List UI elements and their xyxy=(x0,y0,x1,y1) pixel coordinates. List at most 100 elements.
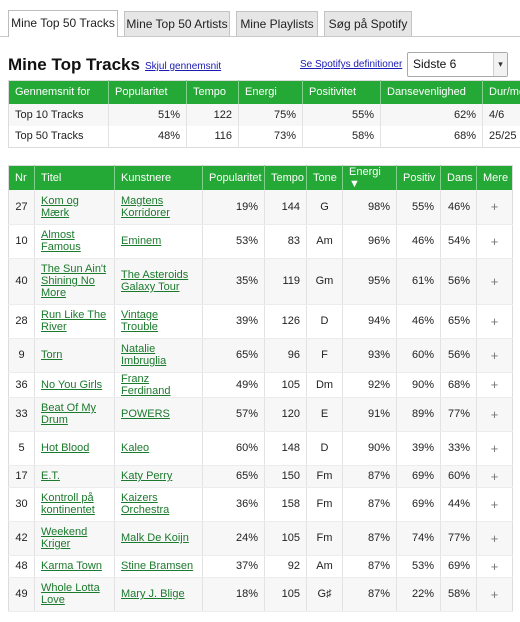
track-title-link[interactable]: Beat Of My Drum xyxy=(41,402,97,426)
track-danceability: 60% xyxy=(440,465,477,488)
more-plus-icon[interactable]: + xyxy=(476,224,513,259)
track-artist-link[interactable]: Vintage Trouble xyxy=(121,309,159,333)
page-header: Mine Top Tracks Skjul gennemsnit Se Spot… xyxy=(8,52,512,94)
track-title-link[interactable]: No You Girls xyxy=(41,378,103,391)
period-select[interactable]: Sidste 6 måneder ▾ xyxy=(407,52,508,94)
track-energy: 90% xyxy=(342,431,397,466)
track-danceability: 77% xyxy=(440,521,477,556)
tab-playlists[interactable]: Mine Playlists xyxy=(236,11,318,36)
track-energy: 87% xyxy=(342,521,397,556)
track-title-cell: Beat Of My Drum xyxy=(34,397,115,432)
track-title-link[interactable]: E.T. xyxy=(41,470,60,482)
more-plus-icon[interactable]: + xyxy=(476,487,513,522)
col-title[interactable]: Titel xyxy=(34,165,115,190)
avg-popularity: 51% xyxy=(108,103,187,126)
tab-search-spotify[interactable]: Søg på Spotify xyxy=(324,11,412,36)
col-danceability[interactable]: Dans xyxy=(440,165,477,190)
track-positivity: 74% xyxy=(396,521,441,556)
tab-top-50-tracks[interactable]: Mine Top 50 Tracks xyxy=(8,10,118,37)
track-artist-link[interactable]: Franz Ferdinand xyxy=(121,372,171,397)
col-energy-sorted[interactable]: Energi ▼ xyxy=(342,165,397,190)
track-title-link[interactable]: Karma Town xyxy=(41,560,102,572)
track-nr: 28 xyxy=(8,304,35,339)
track-title-link[interactable]: Almost Famous xyxy=(41,229,81,253)
more-plus-icon[interactable]: + xyxy=(476,397,513,432)
track-popularity: 24% xyxy=(202,521,265,556)
track-title-link[interactable]: Run Like The River xyxy=(41,309,107,333)
track-popularity: 36% xyxy=(202,487,265,522)
more-plus-icon[interactable]: + xyxy=(476,372,513,398)
more-plus-icon[interactable]: + xyxy=(476,465,513,488)
more-plus-icon[interactable]: + xyxy=(476,190,513,225)
track-artist-cell: Kaizers Orchestra xyxy=(114,487,203,522)
track-title-link[interactable]: Kontroll på kontinentet xyxy=(41,492,95,516)
track-artist-cell: Katy Perry xyxy=(114,465,203,488)
more-plus-icon[interactable]: + xyxy=(476,521,513,556)
col-tempo[interactable]: Tempo xyxy=(264,165,307,190)
track-artist-link[interactable]: POWERS xyxy=(121,408,170,420)
col-nr[interactable]: Nr xyxy=(8,165,35,190)
track-positivity: 22% xyxy=(396,577,441,612)
track-artist-link[interactable]: Mary J. Blige xyxy=(121,588,185,600)
more-plus-icon[interactable]: + xyxy=(476,338,513,373)
track-tempo: 148 xyxy=(264,431,307,466)
track-artist-link[interactable]: Natalie Imbruglia xyxy=(121,343,167,367)
track-artist-cell: Mary J. Blige xyxy=(114,577,203,612)
track-tempo: 105 xyxy=(264,521,307,556)
col-positivity[interactable]: Positiv xyxy=(396,165,441,190)
col-artists[interactable]: Kunstnere xyxy=(114,165,203,190)
more-plus-icon[interactable]: + xyxy=(476,431,513,466)
track-artist-link[interactable]: Kaleo xyxy=(121,442,150,454)
avg-energy: 73% xyxy=(238,125,303,148)
track-popularity: 57% xyxy=(202,397,265,432)
hide-averages-link[interactable]: Skjul gennemsnit xyxy=(145,61,222,72)
tracks-table: Nr Titel Kunstnere Popularitet Tempo Ton… xyxy=(8,165,513,612)
table-row: 5 Hot Blood Kaleo 60% 148 D 90% 39% 33% + xyxy=(8,431,513,466)
track-artist-cell: POWERS xyxy=(114,397,203,432)
table-row: 9 Torn Natalie Imbruglia 65% 96 F 93% 60% 56% + xyxy=(8,338,513,373)
more-plus-icon[interactable]: + xyxy=(476,304,513,339)
table-row: 17 E.T. Katy Perry 65% 150 Fm 87% 69% 60% + xyxy=(8,465,513,488)
table-row: 36 No You Girls Franz Ferdinand 49% 105 Dm 92%… xyxy=(8,372,513,398)
track-positivity: 69% xyxy=(396,487,441,522)
track-nr: 42 xyxy=(8,521,35,556)
track-energy: 98% xyxy=(342,190,397,225)
track-title-link[interactable]: Torn xyxy=(41,349,63,361)
spotify-definitions-link[interactable]: Se Spotifys definitioner xyxy=(300,59,403,70)
more-plus-icon[interactable]: + xyxy=(476,258,513,305)
col-key[interactable]: Tone xyxy=(306,165,343,190)
track-artist-link[interactable]: The Asteroids Galaxy Tour xyxy=(121,269,189,293)
track-artist-link[interactable]: Eminem xyxy=(121,235,162,247)
track-artist-link[interactable]: Malk De Koijn xyxy=(121,532,189,544)
track-artist-link[interactable]: Katy Perry xyxy=(121,470,173,482)
table-row: 30 Kontroll på kontinentet Kaizers Orchest… xyxy=(8,487,513,522)
track-key: Gm xyxy=(306,258,343,305)
more-plus-icon[interactable]: + xyxy=(476,577,513,612)
track-tempo: 126 xyxy=(264,304,307,339)
track-key: G♯ xyxy=(306,577,343,612)
track-artist-link[interactable]: Kaizers Orchestra xyxy=(121,492,170,516)
track-energy: 96% xyxy=(342,224,397,259)
track-title-cell: Kontroll på kontinentet xyxy=(34,487,115,522)
col-popularity[interactable]: Popularitet xyxy=(202,165,265,190)
averages-row: Top 10 Tracks 51% 122 75% 55% 62% 4/6 xyxy=(8,103,520,126)
track-title-link[interactable]: The Sun Ain't Shining No More xyxy=(41,263,107,299)
track-title-link[interactable]: Weekend Kriger xyxy=(41,526,88,550)
avg-label: Top 10 Tracks xyxy=(8,103,109,126)
track-title-link[interactable]: Hot Blood xyxy=(41,442,90,454)
track-artist-link[interactable]: Stine Bramsen xyxy=(121,560,194,572)
track-key: Fm xyxy=(306,521,343,556)
track-tempo: 105 xyxy=(264,372,307,398)
chevron-down-icon[interactable]: ▾ xyxy=(493,53,507,76)
tab-top-50-artists[interactable]: Mine Top 50 Artists xyxy=(124,11,230,36)
track-title-cell: E.T. xyxy=(34,465,115,488)
track-title-link[interactable]: Whole Lotta Love xyxy=(41,582,100,606)
track-danceability: 56% xyxy=(440,258,477,305)
track-title-link[interactable]: Kom og Mærk xyxy=(41,194,79,219)
avg-danceability: 68% xyxy=(380,125,483,148)
more-plus-icon[interactable]: + xyxy=(476,555,513,578)
track-artist-link[interactable]: Magtens Korridorer xyxy=(121,194,170,219)
track-danceability: 44% xyxy=(440,487,477,522)
track-key: D xyxy=(306,431,343,466)
avg-major-minor: 4/6 xyxy=(482,103,520,126)
